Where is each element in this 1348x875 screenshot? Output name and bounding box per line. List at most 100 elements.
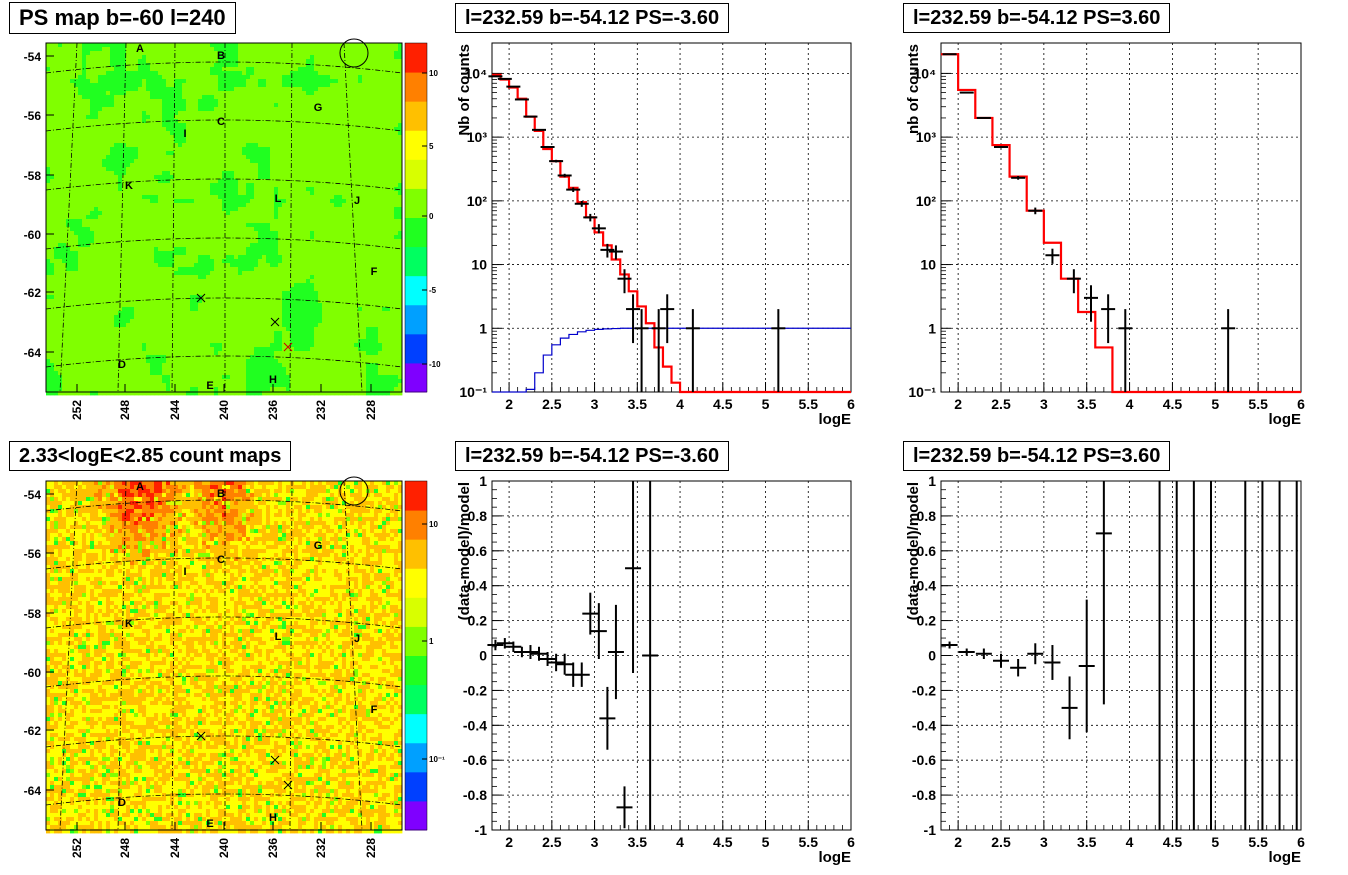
ps-map-pixel	[306, 123, 311, 128]
ps-map-pixel	[126, 115, 131, 120]
residual-neg-ytick-label: 1	[479, 473, 487, 489]
ps-map-pixel	[282, 175, 287, 180]
ps-map-pixel	[70, 227, 75, 232]
ps-map-pixel	[318, 51, 323, 56]
ps-map-pixel	[50, 135, 55, 140]
ps-map-pixel	[74, 215, 79, 220]
ps-map-pixel	[394, 107, 399, 112]
ps-map-pixel	[398, 195, 403, 200]
ps-map-pixel	[110, 199, 115, 204]
ps-map-pixel	[142, 119, 147, 124]
ps-map-pixel	[234, 219, 239, 224]
ps-map-pixel	[158, 63, 163, 68]
ps-map-pixel	[362, 75, 367, 80]
ps-map-pixel	[206, 55, 211, 60]
ps-map-pixel	[222, 127, 227, 132]
ps-map-pixel	[134, 71, 139, 76]
residual-neg-residual-point	[496, 638, 513, 649]
ps-map-pixel	[210, 147, 215, 152]
ps-map-pixel	[330, 91, 335, 96]
ps-map-pixel	[206, 159, 211, 164]
ps-map-pixel	[294, 195, 299, 200]
ps-map-pixel	[250, 211, 255, 216]
ps-map-pixel	[366, 87, 371, 92]
ps-map-pixel	[338, 87, 343, 92]
ps-map-pixel	[202, 179, 207, 184]
ps-map-pixel	[62, 67, 67, 72]
ps-map-pixel	[226, 183, 231, 188]
ps-map-pixel	[326, 83, 331, 88]
ps-map-pixel	[102, 107, 107, 112]
ps-map-pixel	[218, 175, 223, 180]
ps-map-pixel	[58, 167, 63, 172]
ps-map-pixel	[114, 171, 119, 176]
ps-map-pixel	[254, 67, 259, 72]
ps-map-pixel	[294, 63, 299, 68]
ps-map-pixel	[242, 95, 247, 100]
ps-map-pixel	[290, 203, 295, 208]
ps-map-pixel	[258, 59, 263, 64]
ps-map-pixel	[86, 107, 91, 112]
ps-map-pixel	[370, 55, 375, 60]
ps-map-pixel	[290, 175, 295, 180]
ps-map-pixel	[206, 231, 211, 236]
ps-map-pixel	[54, 151, 59, 156]
ps-map-pixel	[186, 167, 191, 172]
ps-map-pixel	[334, 127, 339, 132]
ps-map-pixel	[302, 95, 307, 100]
ps-map-pixel	[162, 183, 167, 188]
ps-map-pixel	[266, 95, 271, 100]
ps-map-pixel	[166, 227, 171, 232]
ps-map-pixel	[242, 191, 247, 196]
ps-map-pixel	[198, 167, 203, 172]
ps-map-pixel	[114, 163, 119, 168]
ps-map-pixel	[266, 223, 271, 228]
ps-map-pixel	[358, 75, 363, 80]
ps-map-pixel	[106, 123, 111, 128]
ps-map-pixel	[330, 119, 335, 124]
ps-map-pixel	[170, 151, 175, 156]
spectrum-neg-data-point	[523, 115, 538, 118]
ps-map-pixel	[74, 163, 79, 168]
ps-map-pixel	[186, 103, 191, 108]
ps-map-pixel	[262, 159, 267, 164]
ps-map-pixel	[226, 83, 231, 88]
ps-map-pixel	[106, 67, 111, 72]
ps-map-pixel	[50, 55, 55, 60]
ps-map-pixel	[222, 207, 227, 212]
ps-map-pixel	[78, 103, 83, 108]
ps-map-pixel	[190, 179, 195, 184]
ps-map-pixel	[250, 119, 255, 124]
ps-map-pixel	[286, 67, 291, 72]
ps-map-pixel	[174, 87, 179, 92]
ps-map-pixel	[286, 91, 291, 96]
ps-map-pixel	[282, 199, 287, 204]
ps-map-pixel	[294, 211, 299, 216]
ps-map-pixel	[150, 195, 155, 200]
ps-map-pixel	[198, 191, 203, 196]
ps-map-pixel	[114, 151, 119, 156]
ps-map-pixel	[70, 187, 75, 192]
ps-map-pixel	[62, 175, 67, 180]
ps-map-pixel	[122, 227, 127, 232]
ps-map-pixel	[174, 95, 179, 100]
ps-map-pixel	[270, 83, 275, 88]
ps-map-pixel	[142, 203, 147, 208]
ps-map-pixel	[334, 183, 339, 188]
ps-map-pixel	[90, 111, 95, 116]
ps-map-pixel	[378, 171, 383, 176]
ps-map-pixel	[154, 111, 159, 116]
ps-map-pixel	[314, 91, 319, 96]
ps-map-pixel	[130, 95, 135, 100]
ps-map-pixel	[126, 207, 131, 212]
ps-map-pixel	[178, 111, 183, 116]
residual-neg-ytick-label: 0.6	[468, 543, 488, 559]
ps-map-pixel	[222, 143, 227, 148]
ps-map-pixel	[330, 87, 335, 92]
ps-map-pixel	[314, 123, 319, 128]
ps-map-pixel	[326, 91, 331, 96]
ps-map-pixel	[182, 147, 187, 152]
ps-map-pixel	[214, 87, 219, 92]
ps-map-pixel	[318, 199, 323, 204]
ps-map-pixel	[162, 107, 167, 112]
